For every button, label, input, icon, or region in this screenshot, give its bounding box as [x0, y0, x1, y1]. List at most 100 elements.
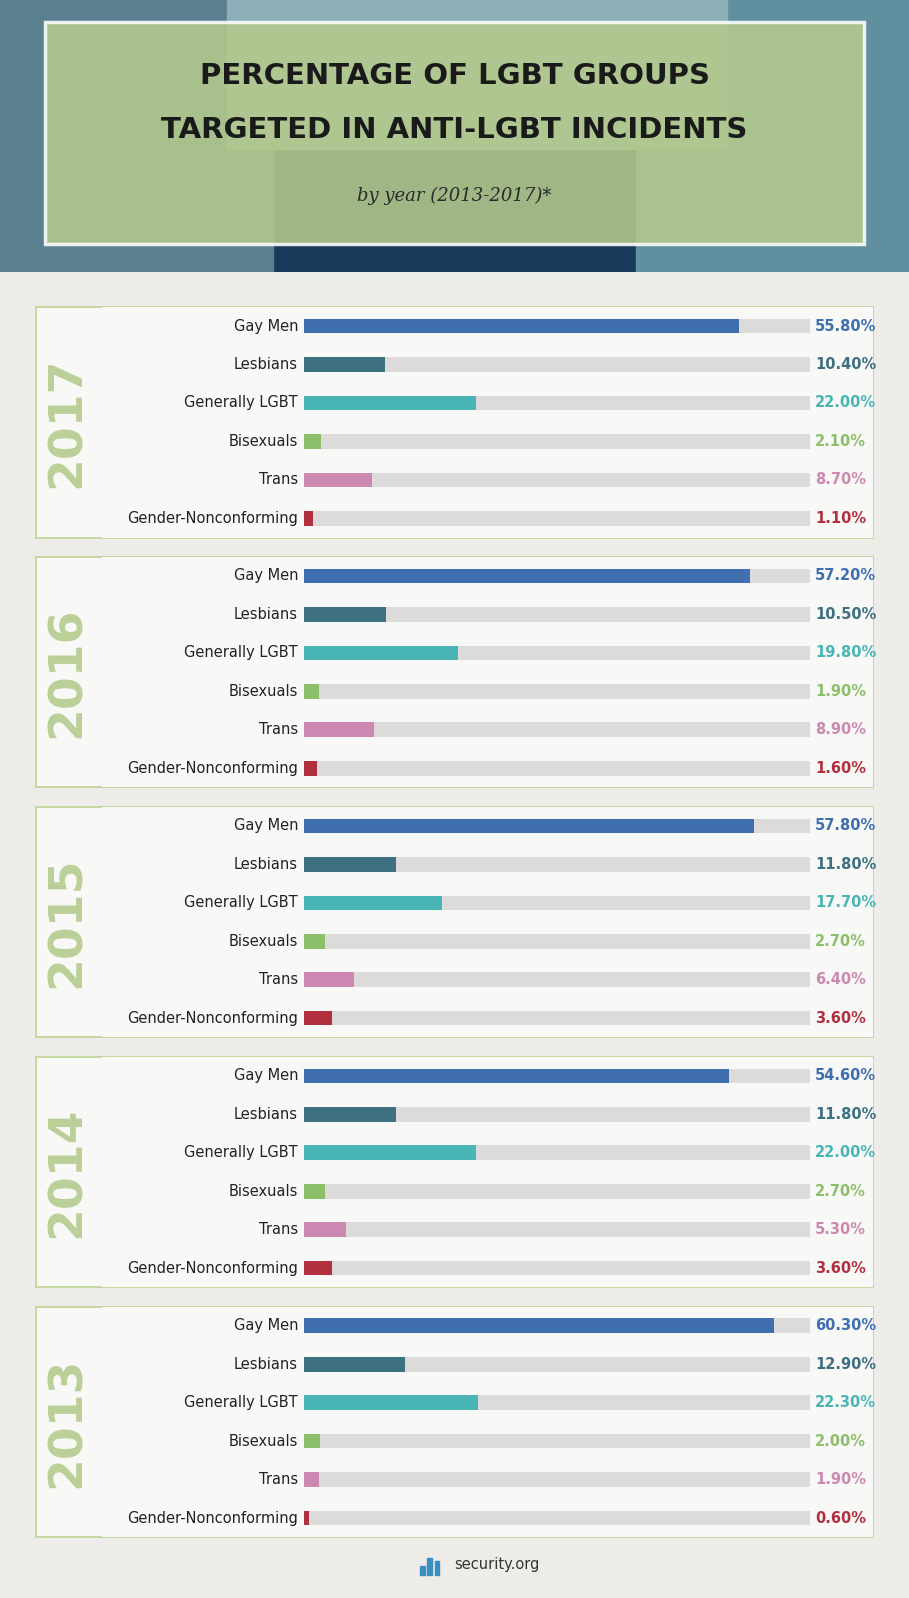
Bar [305, 1012, 333, 1026]
Bar [305, 318, 810, 334]
Bar [305, 569, 810, 583]
Text: 10.40%: 10.40% [815, 356, 876, 372]
Text: Trans: Trans [259, 473, 298, 487]
Bar [305, 1107, 810, 1122]
Text: 2.10%: 2.10% [815, 435, 866, 449]
Text: by year (2013-2017)*: by year (2013-2017)* [357, 187, 552, 205]
Bar [305, 396, 810, 411]
Bar [305, 933, 325, 949]
Text: Gender-Nonconforming: Gender-Nonconforming [127, 761, 298, 775]
Text: 8.70%: 8.70% [815, 473, 866, 487]
Text: 2017: 2017 [45, 356, 90, 487]
Text: 22.00%: 22.00% [815, 395, 876, 411]
Bar [305, 511, 313, 526]
Bar [305, 569, 750, 583]
Text: Generally LGBT: Generally LGBT [185, 395, 298, 411]
Text: 2.70%: 2.70% [815, 933, 866, 949]
Text: Generally LGBT: Generally LGBT [185, 646, 298, 660]
Bar [305, 761, 810, 775]
Text: 2015: 2015 [45, 857, 90, 988]
Text: Generally LGBT: Generally LGBT [185, 1146, 298, 1160]
Text: Gay Men: Gay Men [234, 818, 298, 834]
Bar [305, 318, 739, 334]
Bar [305, 1184, 325, 1198]
Bar [305, 1222, 345, 1237]
Bar [305, 1184, 810, 1198]
Bar [305, 973, 355, 988]
Text: Bisexuals: Bisexuals [229, 1433, 298, 1449]
Bar [305, 1510, 810, 1526]
Text: 1.90%: 1.90% [815, 1472, 866, 1488]
Text: 2.00%: 2.00% [815, 1433, 866, 1449]
Bar [305, 895, 442, 911]
Bar [305, 435, 321, 449]
Text: 57.80%: 57.80% [815, 818, 876, 834]
Bar [305, 435, 810, 449]
Text: 3.60%: 3.60% [815, 1261, 866, 1275]
Text: Lesbians: Lesbians [234, 1357, 298, 1371]
Bar [305, 1107, 396, 1122]
Text: Bisexuals: Bisexuals [229, 933, 298, 949]
Text: 1.60%: 1.60% [815, 761, 866, 775]
Text: 1.90%: 1.90% [815, 684, 866, 698]
Bar [305, 857, 810, 871]
Bar [305, 973, 810, 988]
Bar [305, 1433, 810, 1448]
Bar [305, 722, 810, 737]
Bar [305, 1433, 320, 1448]
Bar [427, 1558, 432, 1576]
Bar [305, 1395, 478, 1409]
Bar [305, 473, 372, 487]
Bar [305, 1318, 810, 1333]
Text: Trans: Trans [259, 972, 298, 988]
Text: Gay Men: Gay Men [234, 569, 298, 583]
Text: Gay Men: Gay Men [234, 1318, 298, 1333]
Text: 8.90%: 8.90% [815, 722, 866, 737]
Text: 19.80%: 19.80% [815, 646, 876, 660]
Bar [305, 396, 475, 411]
Bar [420, 1566, 425, 1576]
Text: 57.20%: 57.20% [815, 569, 876, 583]
Text: 2014: 2014 [45, 1106, 90, 1238]
Text: TARGETED IN ANTI-LGBT INCIDENTS: TARGETED IN ANTI-LGBT INCIDENTS [161, 117, 748, 144]
Text: 11.80%: 11.80% [815, 857, 876, 873]
Text: 1.10%: 1.10% [815, 511, 866, 526]
Text: 22.30%: 22.30% [815, 1395, 876, 1409]
Bar [305, 1261, 810, 1275]
Text: Lesbians: Lesbians [234, 356, 298, 372]
Text: 3.60%: 3.60% [815, 1010, 866, 1026]
Bar [305, 1069, 810, 1083]
Bar [305, 818, 810, 833]
Text: Gender-Nonconforming: Gender-Nonconforming [127, 1261, 298, 1275]
Text: Lesbians: Lesbians [234, 607, 298, 622]
Text: 17.70%: 17.70% [815, 895, 876, 911]
Bar [305, 722, 374, 737]
Text: Gay Men: Gay Men [234, 1069, 298, 1083]
Bar [305, 607, 810, 622]
Bar [305, 895, 810, 911]
Bar [305, 1395, 810, 1409]
Text: Gender-Nonconforming: Gender-Nonconforming [127, 511, 298, 526]
Bar [305, 1472, 810, 1486]
Text: Bisexuals: Bisexuals [229, 435, 298, 449]
Text: 2016: 2016 [45, 606, 90, 738]
Bar [305, 1357, 810, 1371]
Bar [435, 1561, 439, 1576]
Bar [305, 1146, 475, 1160]
Text: 60.30%: 60.30% [815, 1318, 876, 1333]
Bar [305, 761, 316, 775]
Bar [305, 646, 458, 660]
Bar [305, 1069, 729, 1083]
Bar [305, 684, 810, 698]
Bar [305, 358, 810, 372]
Bar [305, 358, 385, 372]
Text: Trans: Trans [259, 1222, 298, 1237]
Text: PERCENTAGE OF LGBT GROUPS: PERCENTAGE OF LGBT GROUPS [199, 62, 710, 89]
Text: Generally LGBT: Generally LGBT [185, 1395, 298, 1409]
Bar [0, 0, 273, 272]
Text: 10.50%: 10.50% [815, 607, 876, 622]
Bar [636, 0, 909, 272]
Text: 0.60%: 0.60% [815, 1510, 866, 1526]
Bar [305, 1146, 810, 1160]
Text: security.org: security.org [454, 1556, 540, 1572]
